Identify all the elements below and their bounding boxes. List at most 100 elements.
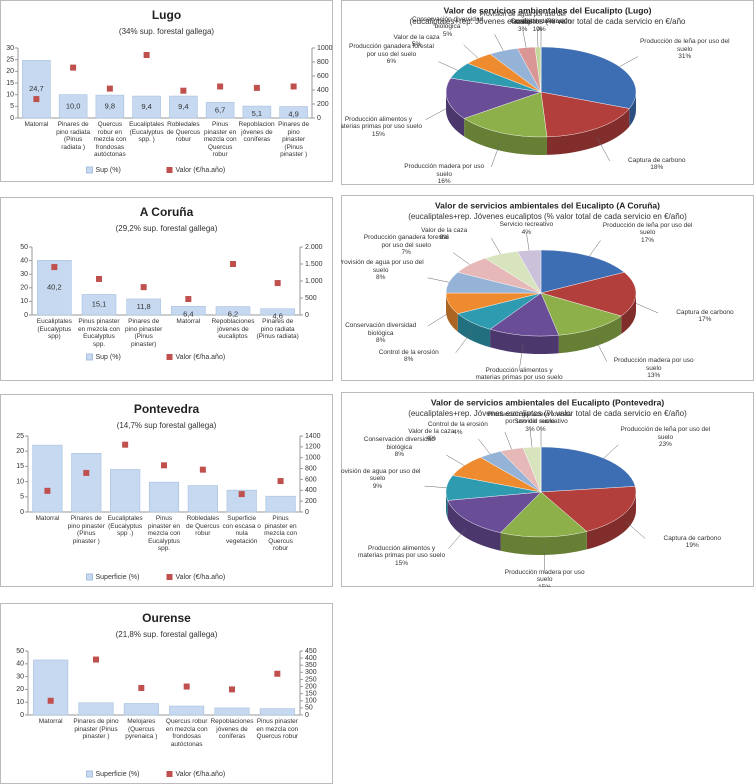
slice-label: Producción madera por uso suelo 13% <box>608 357 700 381</box>
legend-swatch <box>86 573 93 581</box>
bar <box>279 106 308 119</box>
x-tick-label-box: Pinus pinaster en mezcla con Quercus rob… <box>256 718 298 740</box>
legend-swatch <box>166 771 173 777</box>
point <box>122 441 129 448</box>
point <box>33 96 40 103</box>
chart-title: Ourense <box>142 611 191 625</box>
x-tick-label-box: Repoblaciones jóvenes de eucaliptos <box>211 318 254 340</box>
x-tick-label: Pinares de pino pinaster (Pinus pinaster… <box>67 515 105 545</box>
slice <box>540 272 637 317</box>
slice-label-box: Producción alimentos y materias primas p… <box>341 115 422 138</box>
slice <box>540 46 637 109</box>
slice <box>463 91 548 138</box>
point <box>140 284 147 291</box>
slice-value-label: 8% <box>404 356 414 364</box>
bar <box>215 306 251 316</box>
bar <box>110 469 141 513</box>
data-label: 40,2 <box>47 283 62 292</box>
bar <box>32 444 63 513</box>
chart-title: Pontevedra <box>134 402 200 416</box>
y2-tick-label: 600 <box>317 73 329 80</box>
chart: Pontevedra (14,7% sup forestal gallega) 0 5… <box>0 394 333 587</box>
slice-label-box: Producción ganadera forestal por uso del… <box>484 399 576 433</box>
slice-name: Conservación diversidad biológica <box>411 15 484 31</box>
slice-value-label: 8% <box>375 274 386 282</box>
bar <box>259 708 295 716</box>
slice-label: Producción ganadera forestal por uso del… <box>484 399 576 433</box>
leader-line <box>424 485 447 489</box>
slice-side <box>558 316 622 354</box>
leader-line <box>427 312 450 327</box>
data-label: 6,4 <box>183 309 193 318</box>
x-tick-label: Matorral <box>35 515 60 522</box>
slice-name: Producción alimentos y materias primas p… <box>341 115 422 131</box>
slice-value-label: 0% <box>536 25 546 33</box>
x-tick-label-box: Matorral <box>35 515 60 522</box>
slice-value-label: 16% <box>437 178 451 185</box>
y2-tick-label: 400 <box>317 87 329 94</box>
slice-name: Producción alimentos y materias primas p… <box>358 544 446 560</box>
x-tick-label-box: Superficie con escasa o nula vegetación <box>222 515 261 545</box>
point <box>274 280 281 287</box>
x-tick-label: Pinares de pino pinaster (Pinus pinaster… <box>73 718 119 740</box>
point <box>180 87 187 94</box>
y-tick-label: 0 <box>10 115 14 122</box>
chart-subtitle: (eucaliptales+rep. Jóvenes eucaliptos (%… <box>408 212 687 221</box>
x-tick-label: Eucaliptales (Eucalyptus spp. ) <box>129 121 165 143</box>
slice-side <box>446 492 448 519</box>
leader-line <box>543 545 545 573</box>
slice-value-label: 9% <box>372 482 383 490</box>
chart-title: Lugo <box>152 8 181 22</box>
point <box>44 487 51 494</box>
x-tick-label: Pinus pinaster en mezcla con Quercus rob… <box>264 515 297 552</box>
y-tick-label: 10 <box>16 478 24 485</box>
chart-subtitle: (14,7% sup forestal gallega) <box>117 421 217 430</box>
y-tick-label: 10 <box>16 699 24 706</box>
leader-line <box>453 252 470 265</box>
x-tick-label-box: Eucaliptales (Eucalyptus spp .) <box>108 515 143 537</box>
y2-tick-label: 500 <box>305 295 317 302</box>
slice <box>540 292 622 336</box>
slice-name: Provisión de agua por uso del suelo <box>479 11 566 26</box>
y-tick-label: 30 <box>6 45 14 52</box>
bar <box>33 659 69 716</box>
x-tick-label: Pinus pinaster en mezcla con Eucalyptus … <box>78 318 120 348</box>
slice-label: Valor de la caza 4% <box>385 409 477 443</box>
y-tick-label: 30 <box>16 673 24 680</box>
x-tick-label: Robledales de Quercus robur <box>166 121 201 143</box>
legend-label: Sup (%) <box>96 354 121 361</box>
slice-name: Producción ganadera forestal por uso del… <box>363 234 449 249</box>
slice-name: Valor de la caza <box>393 33 440 41</box>
slice-side <box>500 531 587 555</box>
slice-value-label: 0% <box>536 425 546 433</box>
data-label: 6,7 <box>215 105 225 114</box>
slice-name: Conservación diversidad biológica <box>363 436 435 451</box>
x-tick-label-box: Pinus pinaster en mezcla con Eucalyptus … <box>148 515 181 552</box>
slice-label-box: Producción alimentos y materias primas p… <box>476 367 563 381</box>
slice-value-label: 4% <box>521 228 532 236</box>
point <box>277 478 284 485</box>
data-label: 10,0 <box>66 101 81 110</box>
data-label: 6,2 <box>228 310 238 319</box>
y2-tick-label: 200 <box>317 101 329 108</box>
x-tick-label-box: Pinus pinaster en mezcla con Quercus rob… <box>264 515 297 552</box>
bar <box>169 705 205 716</box>
slice-name: Conservación diversidad biológica <box>345 322 417 337</box>
y-tick-label: 50 <box>16 648 24 655</box>
slice-value-label: 8% <box>394 451 405 459</box>
slice-side <box>621 293 636 335</box>
slice-name: Producción madera por uso suelo <box>613 357 694 372</box>
slice-value-label: 7% <box>401 249 411 257</box>
slice-value-label: 17% <box>698 316 712 324</box>
legend-label: Valor (€/ha.año) <box>176 771 226 778</box>
chart-subtitle: (34% sup. forestal gallega) <box>119 27 215 36</box>
x-tick-label: Superficie con escasa o nula vegetación <box>222 515 261 545</box>
slice-label-box: Producción ganadera forestal por uso del… <box>349 43 434 65</box>
x-tick-label-box: Pinus pinaster en mezcla con Quercus rob… <box>204 121 237 158</box>
leader-line <box>537 29 539 48</box>
data-label: 4,6 <box>272 312 282 321</box>
